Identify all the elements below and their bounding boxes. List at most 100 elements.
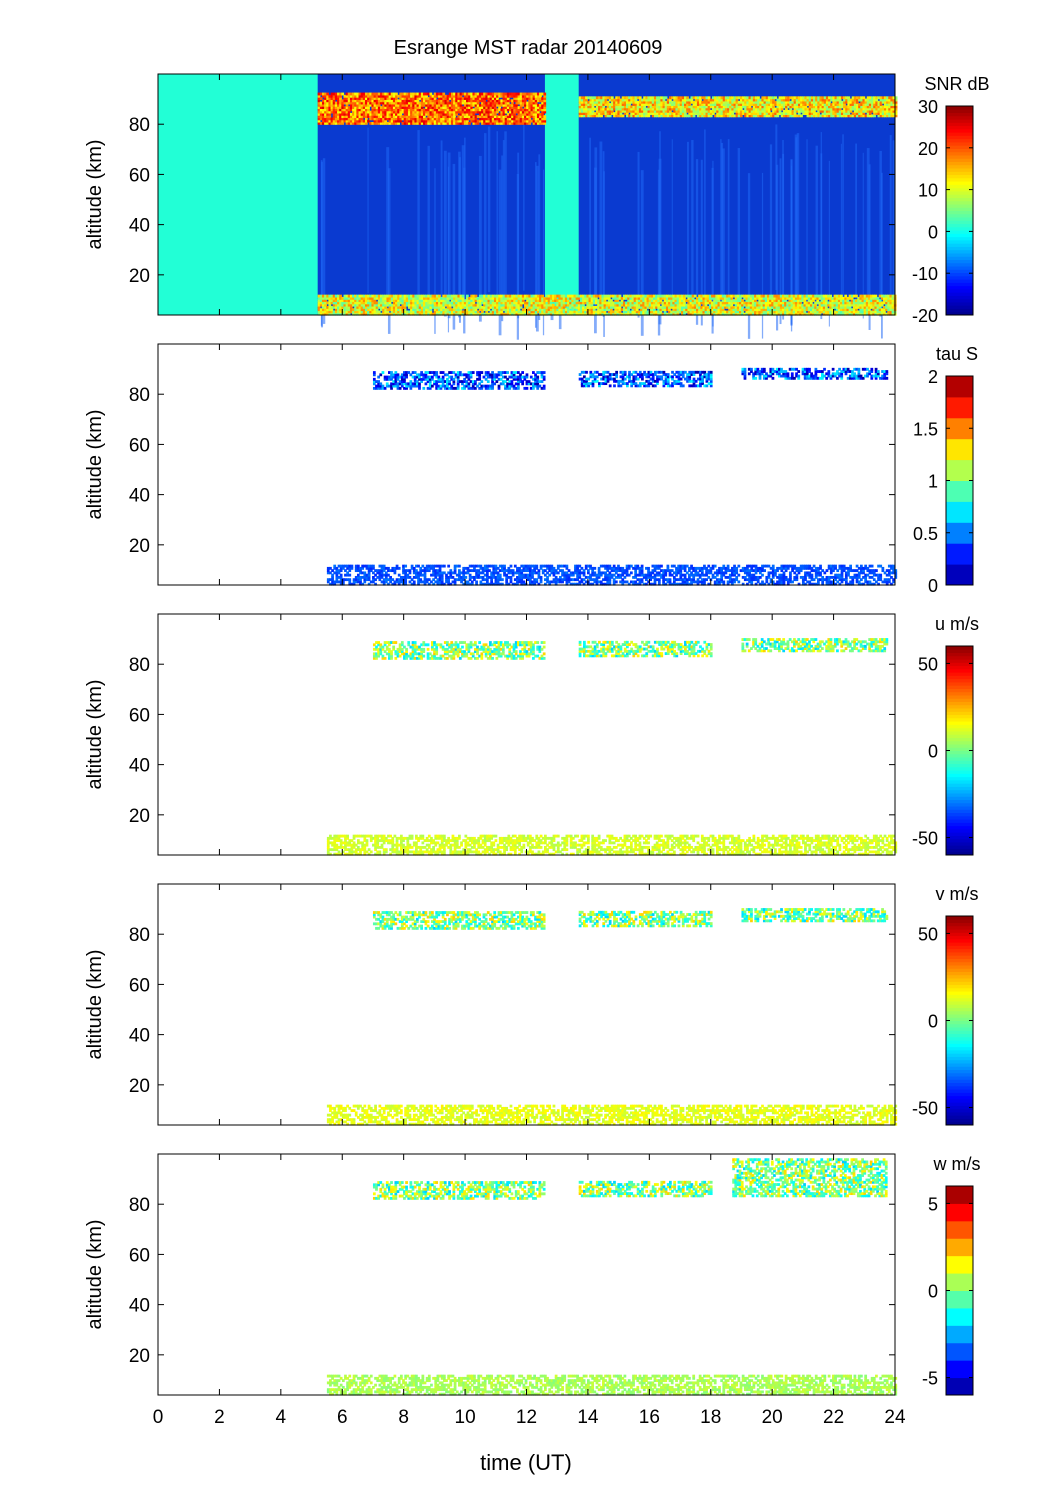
data-cell	[392, 117, 396, 121]
data-cell	[532, 101, 536, 105]
data-cell	[793, 100, 797, 104]
data-cell	[427, 310, 431, 314]
data-cell	[594, 296, 598, 300]
data-cell	[395, 106, 398, 109]
data-cell	[739, 312, 742, 316]
data-cell	[388, 303, 392, 307]
data-cell	[770, 112, 773, 116]
data-cell	[619, 103, 623, 106]
data-cell	[418, 301, 422, 305]
data-cell	[405, 99, 409, 103]
data-cell	[859, 312, 863, 316]
data-cell	[603, 308, 607, 312]
data-cell	[726, 294, 729, 298]
snr-streak	[447, 152, 451, 319]
data-cell	[446, 294, 450, 298]
data-cell	[701, 107, 704, 111]
data-cell	[496, 119, 499, 123]
data-cell	[474, 99, 478, 103]
data-cell	[727, 98, 730, 102]
data-cell	[508, 121, 512, 125]
data-cell	[756, 308, 759, 312]
data-cell	[483, 115, 486, 119]
data-cell	[774, 109, 778, 113]
data-cell	[821, 112, 825, 116]
data-cell	[367, 299, 370, 303]
data-cell	[610, 96, 614, 100]
data-cell	[813, 100, 816, 104]
data-cell	[371, 296, 375, 300]
data-cell	[829, 303, 833, 307]
data-cell	[506, 94, 510, 98]
data-cell	[779, 312, 783, 316]
data-cell	[435, 106, 439, 109]
data-cell	[631, 294, 635, 298]
data-cell	[485, 110, 489, 114]
data-cell	[532, 94, 536, 98]
data-cell	[649, 112, 653, 116]
data-cell	[742, 103, 745, 106]
data-cell	[519, 303, 523, 307]
data-cell	[793, 114, 797, 118]
data-cell	[511, 119, 514, 123]
data-cell	[410, 294, 413, 298]
data-cell	[670, 310, 673, 314]
data-cell	[817, 107, 821, 111]
data-cell	[830, 96, 833, 100]
data-cell	[782, 109, 786, 113]
data-cell	[414, 303, 418, 307]
data-cell	[771, 305, 774, 309]
data-cell	[830, 105, 833, 109]
data-cell	[399, 106, 403, 109]
data-cell	[736, 305, 740, 309]
data-cell	[689, 296, 693, 300]
data-cell	[589, 96, 593, 100]
data-cell	[615, 103, 618, 106]
data-cell	[530, 92, 534, 96]
data-cell	[352, 119, 355, 123]
data-cell	[886, 105, 889, 109]
data-cell	[776, 114, 780, 118]
data-cell	[872, 301, 876, 305]
data-cell	[746, 100, 750, 104]
data-cell	[590, 296, 594, 300]
data-cell	[706, 310, 710, 314]
data-cell	[635, 303, 639, 307]
snr-streak	[637, 151, 640, 318]
data-cell	[427, 92, 431, 96]
data-cell	[371, 299, 375, 303]
data-cell	[829, 305, 833, 309]
data-cell	[442, 301, 446, 305]
data-cell	[767, 100, 771, 104]
data-cell	[364, 310, 368, 314]
data-cell	[543, 101, 547, 105]
data-cell	[681, 112, 685, 116]
data-cell	[595, 105, 599, 109]
data-cell	[663, 312, 667, 316]
data-cell	[560, 310, 564, 314]
data-cell	[585, 96, 588, 100]
data-cell	[526, 294, 529, 298]
data-cell	[539, 112, 542, 116]
data-cell	[521, 108, 525, 112]
data-cell	[324, 106, 327, 109]
snr-streak	[720, 142, 724, 309]
data-cell	[459, 308, 463, 312]
data-cell	[598, 103, 601, 106]
data-cell	[625, 105, 629, 109]
data-cell	[539, 117, 542, 121]
data-cell	[612, 305, 615, 309]
data-cell	[686, 109, 689, 113]
data-cell	[362, 305, 366, 309]
data-cell	[470, 303, 474, 307]
data-cell	[825, 103, 829, 106]
data-cell	[386, 310, 390, 314]
data-cell	[521, 312, 525, 316]
data-cell	[470, 119, 474, 123]
data-cell	[658, 105, 661, 109]
data-cell	[733, 96, 737, 100]
data-cell	[648, 294, 652, 298]
data-cell	[573, 294, 577, 298]
data-cell	[562, 299, 566, 303]
data-cell	[450, 99, 454, 103]
